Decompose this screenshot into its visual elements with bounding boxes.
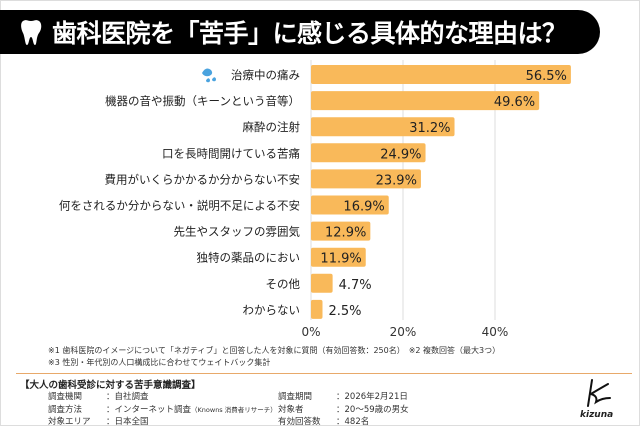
survey-info-right: 調査期間 ：2026年2月21日 対象者 ：20～59歳の男女 有効回答数 ：482名 [278,391,409,429]
bar [311,221,371,241]
category-label: わからない [243,303,301,317]
category-label: 麻酔の注射 [243,120,301,134]
data-label: 4.7% [339,278,372,293]
data-label: 24.9% [380,147,421,162]
info-key: 調査機関 [48,392,83,402]
category-label: 費用がいくらかかるか分からない不安 [105,172,301,186]
x-tick-label: 40% [482,325,509,339]
footnote: ※3 性別・年代別の人口構成比に合わせてウェイトバック集計 [48,358,271,367]
bar [311,273,333,293]
category-label: 何をされるか分からない・説明不足による不安 [59,199,300,213]
kizuna-logo: kizuna [580,378,613,420]
category-label: 口を長時間開けている苦痛 [162,146,300,160]
x-tick-label: 20% [390,325,417,339]
footnotes: ※1 歯科医院のイメージについて「ネガティブ」と回答した人を対象に質問（有効回答… [48,345,500,369]
sweat-drop-icon [202,68,216,83]
category-label: 治療中の痛み [231,68,300,82]
info-key: 有効回答数 [278,417,321,427]
info-value: ：日本全国 [106,417,149,427]
data-label: 49.6% [494,95,535,110]
data-label: 56.5% [526,69,567,84]
bar [311,195,389,215]
category-label: 先生やスタッフの雰囲気 [174,225,301,239]
title-banner: 歯科医院を「苦手」に感じる具体的な理由は？ [0,10,600,54]
category-label: その他 [266,277,301,291]
info-key: 調査期間 [278,392,313,402]
info-value: ：2026年2月21日 [336,392,408,402]
info-value: ：20～59歳の男女 [336,404,409,415]
bar [311,143,426,163]
bar [311,117,455,137]
logo-text: kizuna [580,410,614,420]
bar [311,169,421,189]
bar [311,247,366,267]
bar [311,91,540,111]
survey-info-left: 調査機関 ：自社調査 調査方法 ：インターネット調査（Knowns 消費者リサーチ）… [48,391,277,429]
survey-title: 【大人の歯科受診に対する苦手意識調査】 [20,380,201,391]
bar [311,65,571,84]
divider [16,373,632,374]
info-value: ：インターネット調査 [106,404,192,415]
info-value: ：自社調査 [106,392,149,402]
footnote: ※1 歯科医院のイメージについて「ネガティブ」と回答した人を対象に質問（有効回答… [48,346,501,355]
category-label: 独特の薬品のにおい [197,251,301,265]
info-sub: （Knowns 消費者リサーチ） [191,405,277,414]
data-label: 2.5% [329,304,362,319]
logo-mark [586,379,611,407]
data-label: 23.9% [376,173,417,188]
data-label: 31.2% [409,121,450,136]
page-title: 歯科医院を「苦手」に感じる具体的な理由は？ [52,19,567,48]
category-label: 機器の音や振動（キーンという音等） [105,94,300,108]
info-key: 対象エリア [48,417,91,427]
tooth-icon [21,20,42,45]
bar [311,299,323,319]
data-label: 11.9% [320,252,361,267]
bar-chart: 0% 20% 40% 56.5% 治療中の痛み 49.6% 機器の音や振動（キーンという音等… [59,60,571,339]
info-key: 調査方法 [48,404,83,415]
x-tick-label: 0% [301,325,320,339]
data-label: 12.9% [325,226,366,241]
info-value: ：482名 [336,417,370,427]
info-key: 対象者 [278,404,304,415]
data-label: 16.9% [343,200,384,215]
